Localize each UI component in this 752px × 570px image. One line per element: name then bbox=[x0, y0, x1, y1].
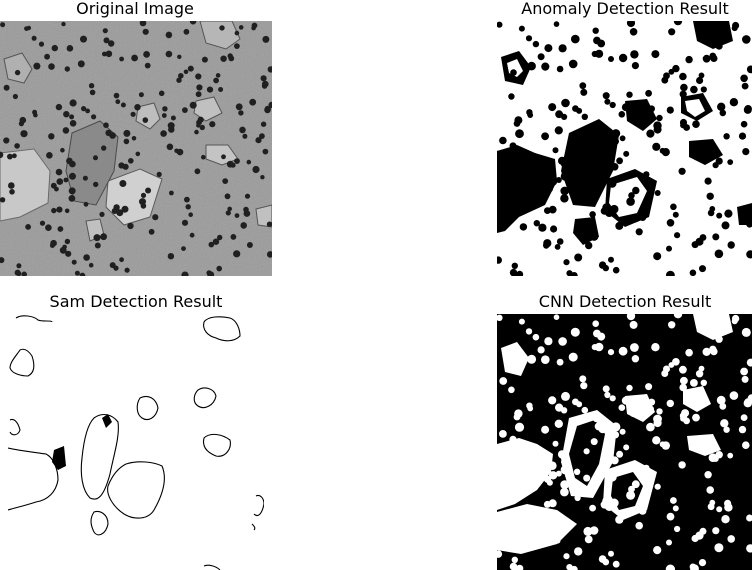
cnn-result-image bbox=[497, 314, 752, 570]
sam-result-image bbox=[8, 314, 264, 570]
anomaly-result-panel bbox=[497, 21, 752, 276]
title-anomaly: Anomaly Detection Result bbox=[521, 0, 729, 18]
sam-result-panel bbox=[8, 314, 264, 570]
original-image bbox=[0, 21, 272, 276]
original-image-panel bbox=[0, 21, 272, 276]
cnn-result-panel bbox=[497, 314, 752, 570]
title-sam: Sam Detection Result bbox=[49, 292, 223, 311]
title-original: Original Image bbox=[76, 0, 194, 18]
anomaly-result-image bbox=[497, 21, 752, 276]
title-cnn: CNN Detection Result bbox=[538, 292, 712, 311]
